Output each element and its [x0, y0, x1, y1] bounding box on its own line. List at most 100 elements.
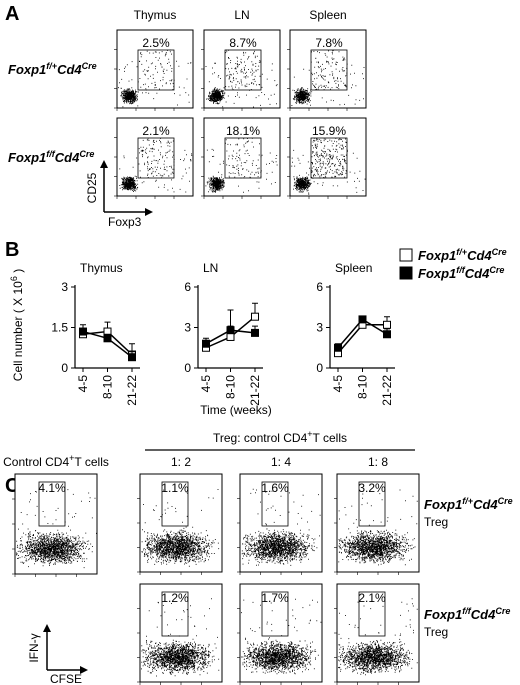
- label-part: f/f: [462, 606, 471, 616]
- axis-label: CFSE: [50, 672, 82, 685]
- column-header: Spleen: [309, 8, 346, 22]
- label-part: Cre: [495, 606, 510, 616]
- gate: [358, 591, 386, 637]
- axis-label: CD25: [85, 172, 99, 203]
- gate-percentage: 2.5%: [142, 36, 170, 50]
- gate-percentage: 3.2%: [358, 481, 386, 495]
- x-tick-label: 21-22: [380, 375, 394, 406]
- label-part: T cells: [74, 455, 108, 469]
- x-tick-label: 21-22: [125, 375, 139, 406]
- arrow-head: [100, 160, 108, 168]
- y-tick-label: 3: [316, 321, 323, 335]
- gate: [161, 591, 189, 637]
- x-tick-label: 4-5: [199, 375, 213, 393]
- gate-percentage: 1.6%: [261, 481, 289, 495]
- marker: [383, 320, 391, 329]
- plot-frame: [239, 583, 323, 683]
- label-part: Foxp1: [8, 150, 46, 165]
- row-label: Foxp1f/+Cd4Cre: [424, 496, 513, 512]
- label-part: 6: [9, 276, 19, 281]
- marker: [103, 334, 112, 343]
- label-part: f/+: [456, 247, 467, 257]
- label-part: Cre: [79, 149, 94, 159]
- gate: [161, 481, 189, 527]
- dots: [205, 49, 278, 108]
- x-tick-label: 21-22: [248, 375, 262, 406]
- arrow-head: [43, 624, 51, 632]
- dots: [291, 137, 366, 195]
- ratio-label: 1: 2: [171, 455, 191, 469]
- dots: [205, 137, 278, 193]
- chart-title: Spleen: [335, 261, 372, 275]
- control-header: Control CD4+T cells: [3, 453, 109, 469]
- y-tick-label: 0: [316, 361, 323, 375]
- label-part: Cd4: [55, 150, 80, 165]
- row-label: Foxp1f/fCd4Cre: [424, 606, 510, 622]
- y-axis-label: Cell number ( X 106 ): [9, 269, 25, 381]
- chart-title: Thymus: [80, 261, 123, 275]
- gate: [310, 137, 348, 179]
- gate-percentage: 1.2%: [161, 591, 189, 605]
- column-header: LN: [234, 8, 249, 22]
- y-tick-label: 1.5: [51, 321, 68, 335]
- panel-label: A: [5, 3, 19, 25]
- gate: [38, 481, 66, 527]
- gate: [224, 49, 262, 91]
- label-part: Cd4: [467, 248, 492, 263]
- gate-percentage: 4.1%: [38, 481, 66, 495]
- dots: [338, 489, 418, 566]
- label-part: f/f: [46, 149, 55, 159]
- axis-label: Foxp3: [108, 215, 142, 229]
- marker: [79, 327, 87, 336]
- gate-percentage: 8.7%: [229, 36, 257, 50]
- label-part: f/+: [462, 496, 473, 506]
- marker: [202, 339, 210, 348]
- legend-swatch: [399, 266, 413, 280]
- label-part: Foxp1: [418, 248, 456, 263]
- marker: [383, 330, 391, 339]
- label-part: f/+: [46, 61, 57, 71]
- label-part: Foxp1: [424, 607, 462, 622]
- marker: [226, 332, 235, 341]
- row-label: Foxp1f/fCd4Cre: [8, 149, 94, 165]
- gate-percentage: 2.1%: [142, 124, 170, 138]
- gate: [261, 591, 289, 637]
- arrow-head: [80, 666, 88, 674]
- gate-percentage: 2.1%: [358, 591, 386, 605]
- label-part: Cre: [492, 247, 507, 257]
- label-part: +: [69, 453, 74, 463]
- label-part: Foxp1: [8, 62, 46, 77]
- y-tick-label: 6: [184, 280, 191, 294]
- x-tick-label: 4-5: [76, 375, 90, 393]
- y-tick-label: 6: [316, 280, 323, 294]
- label-part: +: [307, 429, 312, 439]
- label-part: Cre: [498, 496, 513, 506]
- label-part: Foxp1: [418, 266, 456, 281]
- y-tick-label: 3: [61, 280, 68, 294]
- column-header: Thymus: [134, 8, 177, 22]
- label-part: f/f: [456, 265, 465, 275]
- x-tick-label: 8-10: [101, 375, 115, 399]
- label-part: ): [11, 269, 25, 276]
- label-part: Cell number ( X 10: [11, 281, 25, 381]
- row-label: Foxp1f/+Cd4Cre: [8, 61, 97, 77]
- row-suffix: Treg: [424, 515, 448, 529]
- marker: [226, 326, 235, 335]
- legend-label: Foxp1f/+Cd4Cre: [418, 247, 507, 263]
- gate-percentage: 15.9%: [312, 124, 346, 138]
- marker: [251, 328, 259, 337]
- x-tick-label: 8-10: [224, 375, 238, 399]
- dots: [241, 488, 321, 566]
- label-part: Control CD4: [3, 455, 69, 469]
- ratio-label: 1: 8: [368, 455, 388, 469]
- legend-label: Foxp1f/fCd4Cre: [418, 265, 504, 281]
- gate: [261, 481, 289, 527]
- dots: [291, 49, 365, 106]
- dots: [241, 598, 322, 675]
- label-part: Cd4: [473, 497, 498, 512]
- dots: [338, 598, 418, 676]
- dots: [141, 598, 220, 677]
- dots: [16, 489, 97, 569]
- x-tick-label: 8-10: [356, 375, 370, 399]
